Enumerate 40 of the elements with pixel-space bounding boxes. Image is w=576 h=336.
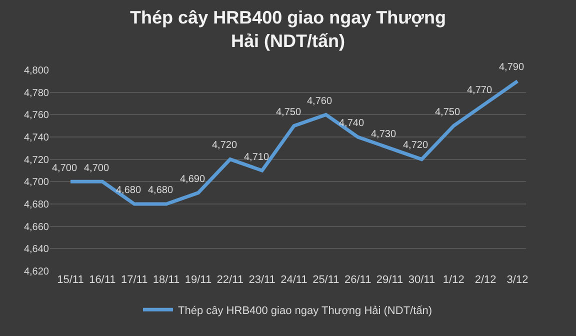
x-tick-label: 17/11 — [121, 274, 148, 286]
y-tick-label: 4,700 — [24, 177, 50, 188]
data-label: 4,790 — [499, 62, 524, 73]
data-label: 4,690 — [180, 174, 206, 185]
y-tick-label: 4,780 — [24, 88, 50, 99]
y-tick-label: 4,640 — [24, 244, 50, 256]
y-tick-label: 4,740 — [24, 132, 50, 144]
x-tick-label: 24/11 — [280, 274, 308, 286]
legend-label: Thép cây HRB400 giao ngay Thượng Hải (NDT/tấn) — [178, 304, 432, 317]
x-tick-label: 29/11 — [376, 274, 404, 286]
data-label: 4,680 — [148, 185, 174, 196]
x-tick-label: 2/12 — [474, 274, 496, 286]
chart-title: Thép cây HRB400 giao ngay Thượng Hải (NDT/tấn) — [130, 8, 446, 51]
data-label: 4,730 — [371, 129, 396, 140]
y-tick-label: 4,720 — [24, 154, 50, 166]
y-tick-label: 4,760 — [24, 110, 50, 122]
x-tick-label: 1/12 — [442, 274, 464, 286]
data-label: 4,720 — [403, 140, 428, 151]
data-label: 4,700 — [52, 163, 78, 174]
x-tick-label: 25/11 — [312, 274, 340, 286]
data-label: 4,770 — [467, 85, 492, 96]
x-tick-label: 26/11 — [344, 274, 372, 286]
x-tick-label: 22/11 — [216, 274, 244, 286]
y-tick-label: 4,680 — [24, 200, 50, 210]
data-label: 4,760 — [307, 96, 332, 107]
x-tick-label: 23/11 — [248, 274, 276, 286]
data-label: 4,750 — [435, 107, 460, 118]
data-label: 4,750 — [276, 107, 302, 118]
y-tick-label: 4,620 — [24, 266, 50, 278]
data-label: 4,710 — [244, 152, 270, 163]
y-tick-label: 4,660 — [24, 222, 50, 233]
x-tick-label: 19/11 — [184, 274, 212, 286]
x-tick-label: 30/11 — [408, 274, 436, 286]
x-tick-label: 18/11 — [152, 274, 180, 286]
x-tick-label: 16/11 — [89, 274, 116, 286]
x-tick-label: 3/12 — [506, 274, 528, 286]
data-label: 4,720 — [212, 140, 238, 151]
x-tick-label: 15/11 — [57, 274, 84, 286]
data-label: 4,700 — [84, 163, 110, 174]
y-tick-label: 4,800 — [24, 66, 50, 76]
